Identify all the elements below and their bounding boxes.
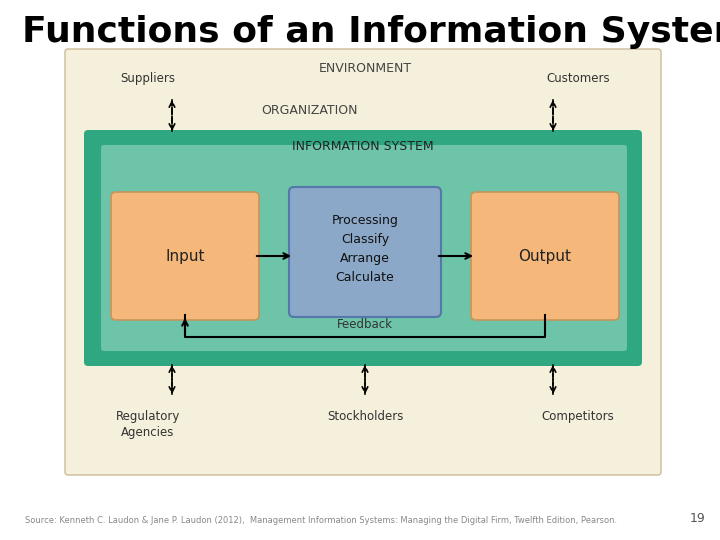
Text: Regulatory
Agencies: Regulatory Agencies: [116, 410, 180, 439]
FancyBboxPatch shape: [101, 145, 627, 351]
Text: Competitors: Competitors: [541, 410, 614, 423]
Text: Processing
Classify
Arrange
Calculate: Processing Classify Arrange Calculate: [332, 214, 398, 284]
FancyBboxPatch shape: [84, 130, 642, 366]
Text: Input: Input: [166, 248, 204, 264]
FancyBboxPatch shape: [471, 192, 619, 320]
Text: ENVIRONMENT: ENVIRONMENT: [318, 62, 412, 75]
Text: Customers: Customers: [546, 72, 610, 85]
Text: 19: 19: [689, 512, 705, 525]
Text: Functions of an Information System: Functions of an Information System: [22, 15, 720, 49]
FancyBboxPatch shape: [65, 49, 661, 475]
FancyBboxPatch shape: [289, 187, 441, 317]
Text: INFORMATION SYSTEM: INFORMATION SYSTEM: [292, 140, 434, 153]
Text: ORGANIZATION: ORGANIZATION: [262, 104, 359, 117]
FancyBboxPatch shape: [111, 192, 259, 320]
Text: Stockholders: Stockholders: [327, 410, 403, 423]
Text: Source: Kenneth C. Laudon & Jane P. Laudon (2012),  Management Information Syste: Source: Kenneth C. Laudon & Jane P. Laud…: [25, 516, 617, 525]
Text: Suppliers: Suppliers: [120, 72, 176, 85]
Text: Feedback: Feedback: [337, 319, 393, 332]
Text: Output: Output: [518, 248, 572, 264]
